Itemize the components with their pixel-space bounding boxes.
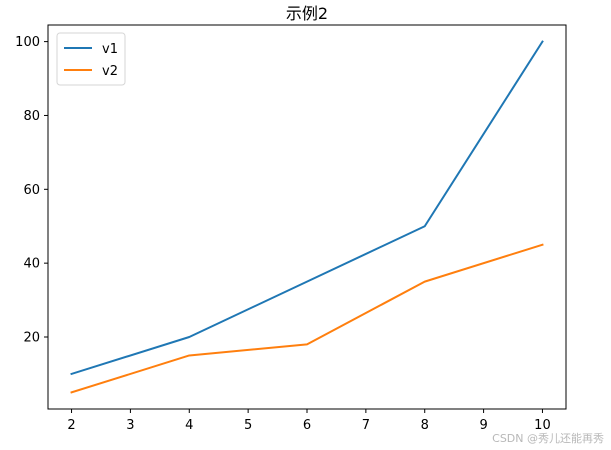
series-line-v1 [70,40,544,376]
series-line-v2 [70,243,544,394]
watermark-text: CSDN @秀儿还能再秀 [492,431,604,445]
x-tick-label: 6 [303,418,311,433]
y-tick-label: 20 [23,331,40,346]
y-tick-label: 40 [23,257,40,272]
legend-box [56,32,126,86]
chart-title: 示例2 [286,4,328,23]
legend-label-v1: v1 [102,42,118,57]
x-tick-label: 9 [479,418,487,433]
plot-frame [47,24,567,410]
x-tick-label: 3 [126,418,134,433]
y-tick-label: 100 [15,35,40,50]
x-tick-label: 2 [67,418,75,433]
x-tick-label: 7 [362,418,370,433]
plot-area [70,40,544,394]
x-tick-label: 5 [244,418,252,433]
y-tick-label: 60 [23,183,40,198]
y-axis: 20 40 60 80 100 [15,35,48,346]
x-tick-label: 4 [185,418,193,433]
x-tick-label: 8 [421,418,429,433]
legend-label-v2: v2 [102,64,118,79]
x-axis: 2 3 4 5 6 7 8 9 10 [67,409,551,433]
y-tick-label: 80 [23,109,40,124]
x-tick-label: 10 [534,418,551,433]
